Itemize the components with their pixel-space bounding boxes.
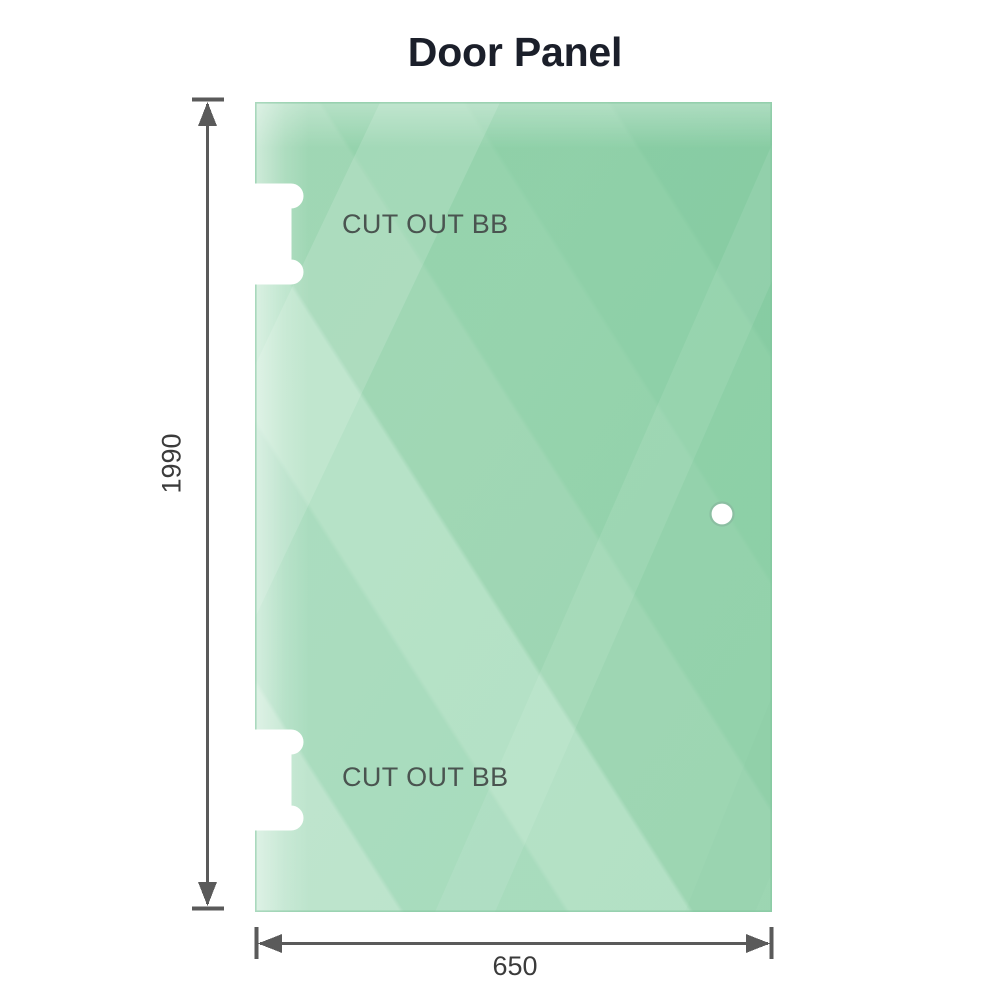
cut-out-bb-label-top: CUT OUT BB	[342, 209, 509, 239]
cut-out-bb-bottom[interactable]	[255, 729, 304, 831]
dimension-width-value: 650	[492, 951, 538, 981]
panel-graphic	[255, 102, 772, 912]
cut-out-bb-top[interactable]	[255, 183, 304, 285]
panel-body	[255, 102, 772, 912]
dimension-height	[192, 97, 224, 911]
glass-door-panel[interactable]	[255, 102, 772, 912]
dimension-height-value: 1990	[156, 433, 187, 494]
cut-out-bb-label-bottom: CUT OUT BB	[342, 762, 509, 792]
page-title: Door Panel	[407, 29, 623, 75]
handle-hole[interactable]	[709, 501, 735, 527]
